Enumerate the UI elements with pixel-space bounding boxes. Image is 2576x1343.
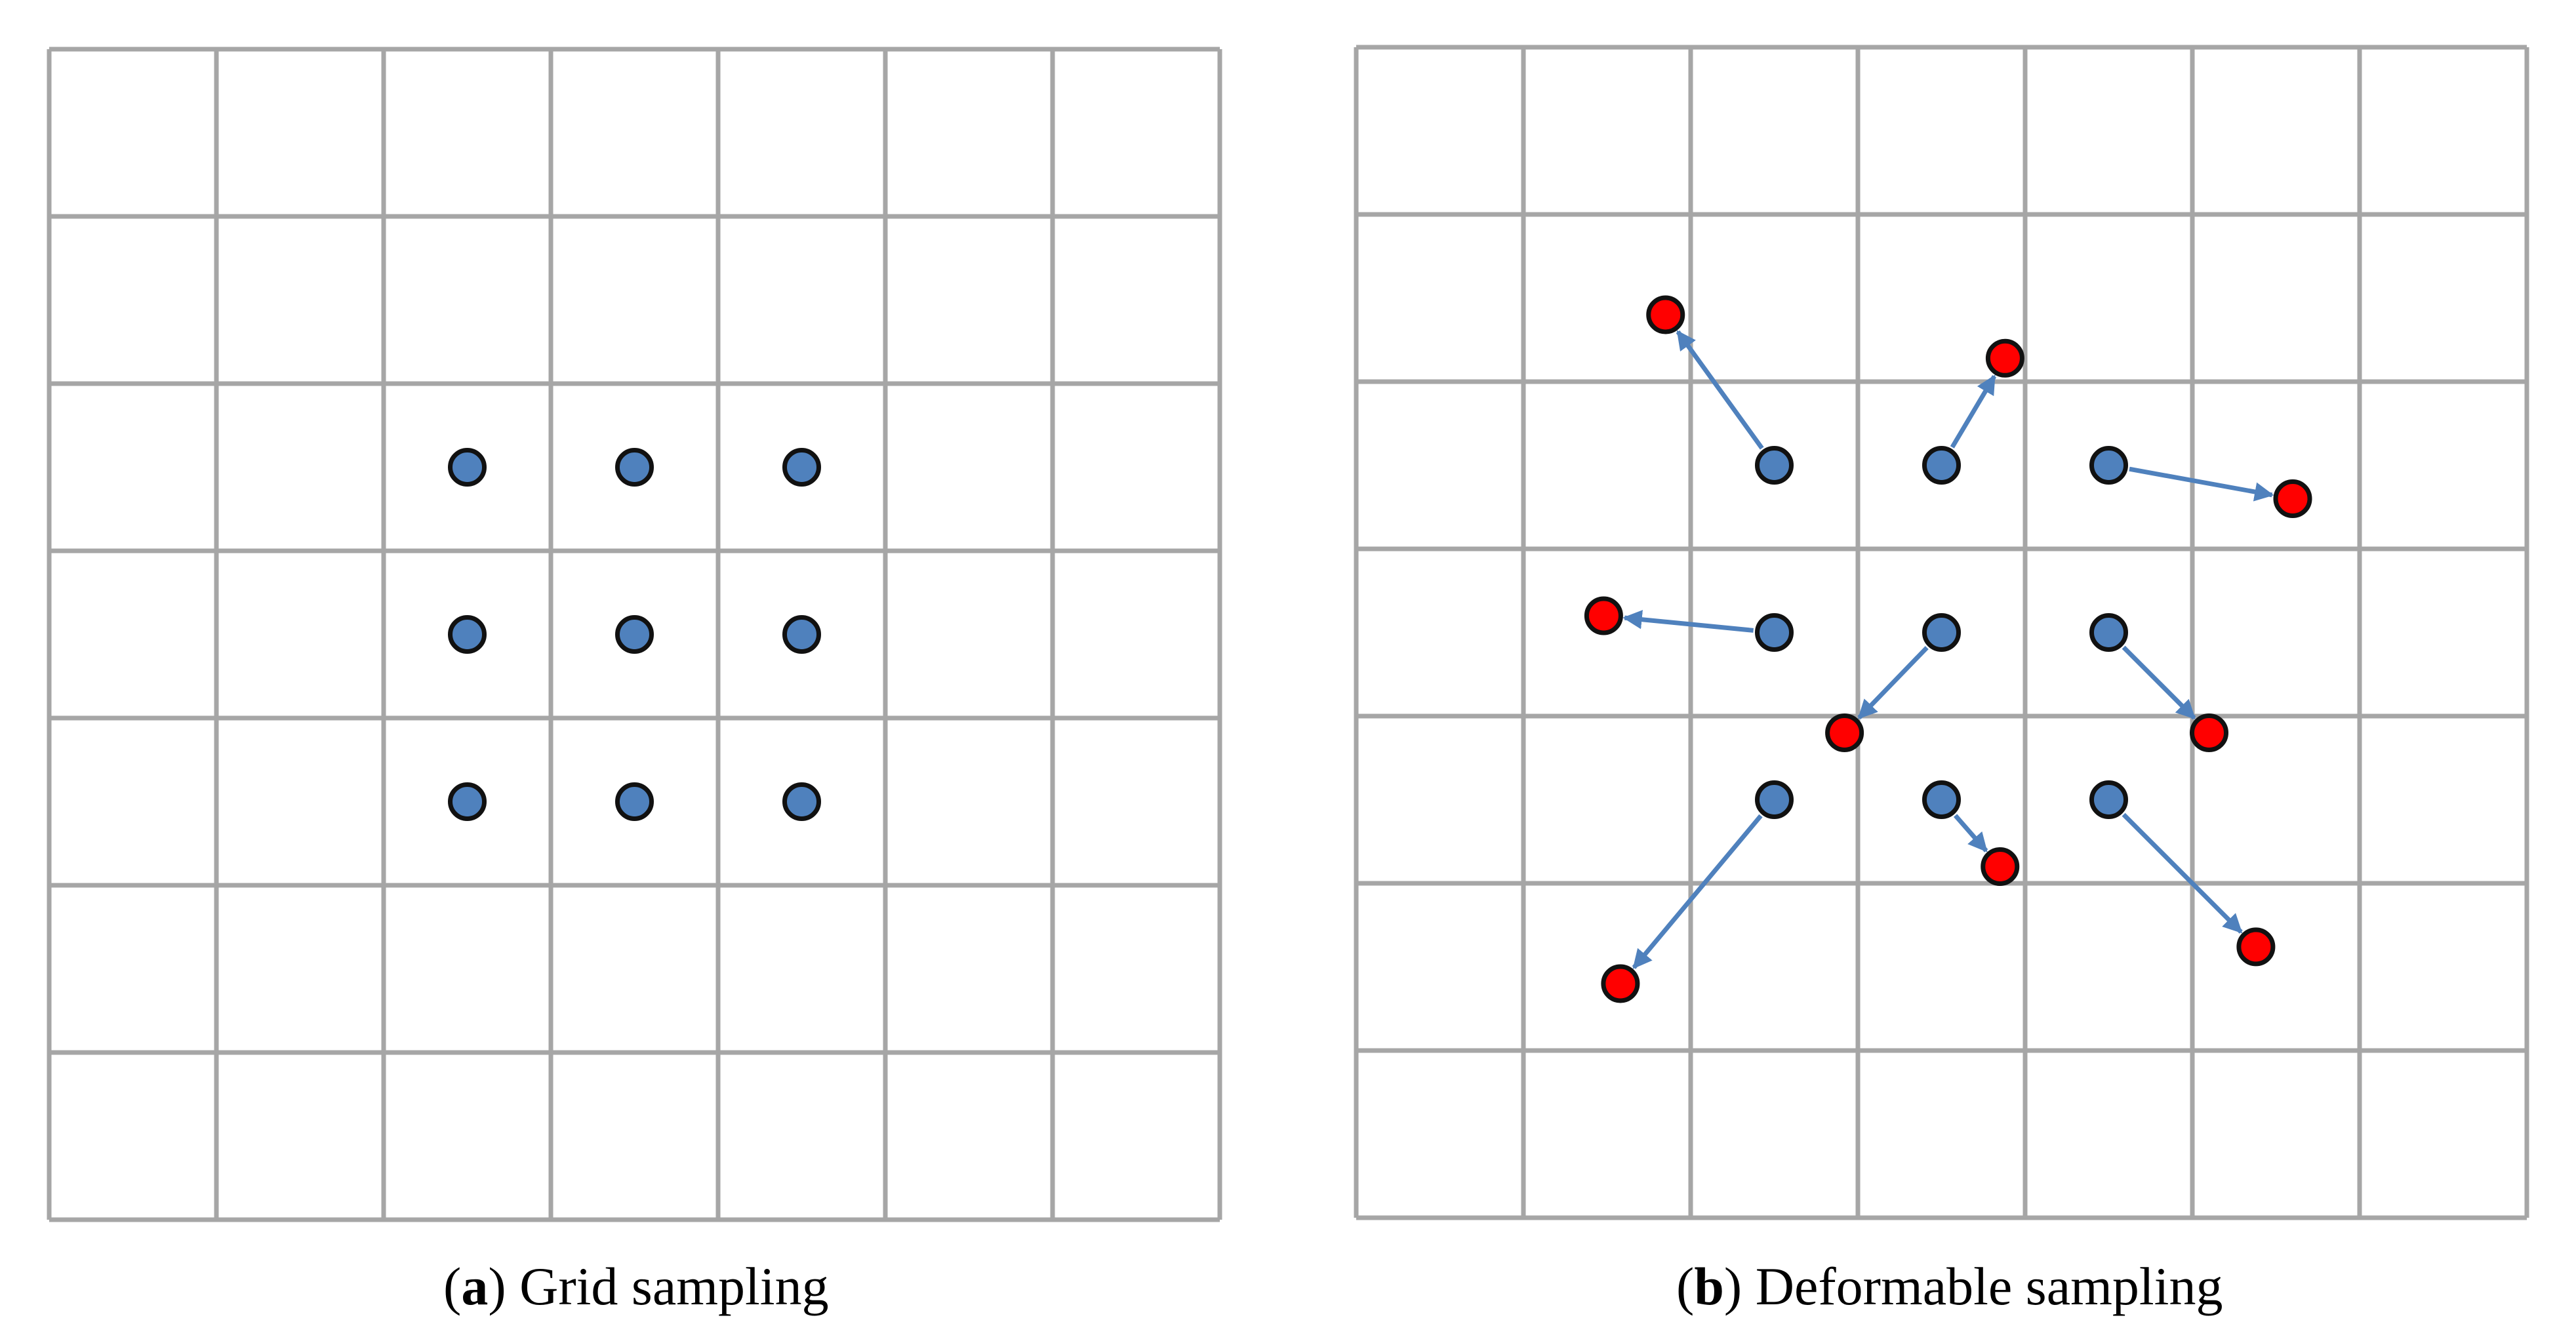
sample-point (782, 782, 821, 821)
sample-point (2089, 446, 2128, 485)
sample-point (1922, 780, 1961, 819)
offset-arrow (1953, 814, 1988, 852)
offset-arrow (1622, 610, 1754, 633)
sample-point (1922, 613, 1961, 652)
caption-letter: b (1694, 1256, 1724, 1316)
offset-sample-point (1825, 713, 1864, 752)
caption-text: ) Grid sampling (488, 1256, 829, 1316)
sample-point (2089, 613, 2128, 652)
sample-point (448, 782, 487, 821)
caption-open: ( (1676, 1256, 1695, 1316)
sample-point (615, 615, 654, 654)
offset-sample-point (2190, 713, 2228, 752)
offset-sample-point (1601, 964, 1640, 1003)
sample-point (448, 615, 487, 654)
offset-sample-point (2273, 479, 2312, 518)
sample-point (1755, 446, 1794, 485)
sample-point (782, 448, 821, 487)
offset-arrow (1950, 374, 1997, 449)
grid-sampling-panel (47, 47, 1222, 1222)
sample-point (2089, 780, 2128, 819)
caption-deformable-sampling: (b) Deformable sampling (1676, 1256, 2223, 1317)
sample-point (1922, 446, 1961, 485)
offset-arrow (1676, 330, 1764, 450)
offset-sample-point (1985, 338, 2024, 378)
caption-text: ) Deformable sampling (1723, 1256, 2223, 1316)
caption-open: ( (443, 1256, 462, 1316)
caption-grid-sampling: (a) Grid sampling (443, 1256, 829, 1317)
deformable-sampling-panel (1354, 45, 2529, 1220)
offset-arrow (2129, 466, 2274, 502)
offset-sample-point (1646, 295, 1685, 334)
sample-point (615, 782, 654, 821)
sample-point (1755, 613, 1794, 652)
sample-point (615, 448, 654, 487)
offset-arrow (1857, 646, 1929, 719)
offset-arrow (2122, 645, 2196, 720)
offset-arrow (2122, 812, 2243, 934)
sample-point (1755, 780, 1794, 819)
sample-point (448, 448, 487, 487)
offset-arrow (1632, 814, 1763, 969)
caption-letter: a (461, 1256, 489, 1316)
offset-sample-point (1584, 596, 1623, 635)
sample-point (782, 615, 821, 654)
offset-sample-point (2236, 927, 2276, 967)
offset-sample-point (1981, 847, 2020, 886)
